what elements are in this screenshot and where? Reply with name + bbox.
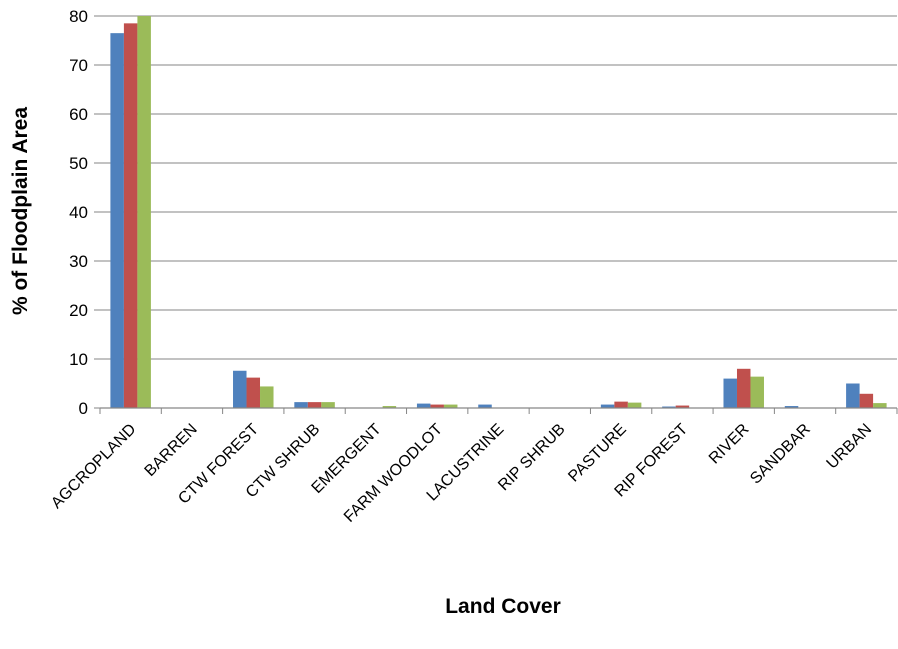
bar (736, 368, 751, 408)
bar (110, 33, 124, 409)
bar (723, 378, 737, 408)
bar (675, 405, 690, 408)
bar (123, 23, 138, 408)
bar (846, 383, 860, 408)
y-tick-label: 20 (69, 301, 88, 320)
bar (859, 393, 874, 408)
y-axis-title: % of Floodplain Area (9, 107, 32, 315)
x-tick-label: BARREN (142, 421, 201, 480)
bar (600, 404, 615, 408)
bar (233, 370, 247, 408)
y-tick-label: 40 (69, 203, 88, 222)
bar (627, 402, 642, 408)
bar (784, 406, 799, 408)
bar (750, 376, 764, 408)
bar (137, 16, 151, 408)
bar (443, 404, 458, 408)
y-tick-label: 60 (69, 105, 88, 124)
x-axis-title: Land Cover (445, 595, 561, 618)
x-tick-label: PASTURE (565, 421, 630, 486)
bar (478, 404, 492, 408)
bar (294, 402, 308, 408)
bar (307, 402, 322, 408)
bar (662, 406, 676, 408)
x-tick-label: URBAN (824, 421, 876, 473)
bar (873, 403, 887, 408)
y-tick-label: 80 (69, 7, 88, 26)
bar (246, 377, 261, 408)
y-tick-label: 30 (69, 252, 88, 271)
gridlines (94, 15, 898, 414)
y-tick-label: 10 (69, 350, 88, 369)
bar (614, 401, 628, 408)
y-tick-label: 50 (69, 154, 88, 173)
bar (321, 402, 335, 408)
bar (382, 406, 397, 408)
x-tick-label: SANDBAR (747, 421, 814, 488)
bar (260, 386, 274, 408)
y-tick-label: 70 (69, 56, 88, 75)
bar (416, 403, 431, 408)
x-tick-label: AGCROPLAND (48, 421, 139, 512)
bar (430, 404, 444, 408)
bars (110, 16, 887, 409)
x-tick-label: RIVER (706, 421, 753, 468)
y-tick-labels: 0 10 20 30 40 50 60 70 80 (69, 7, 88, 418)
y-tick-label: 0 (79, 399, 88, 418)
